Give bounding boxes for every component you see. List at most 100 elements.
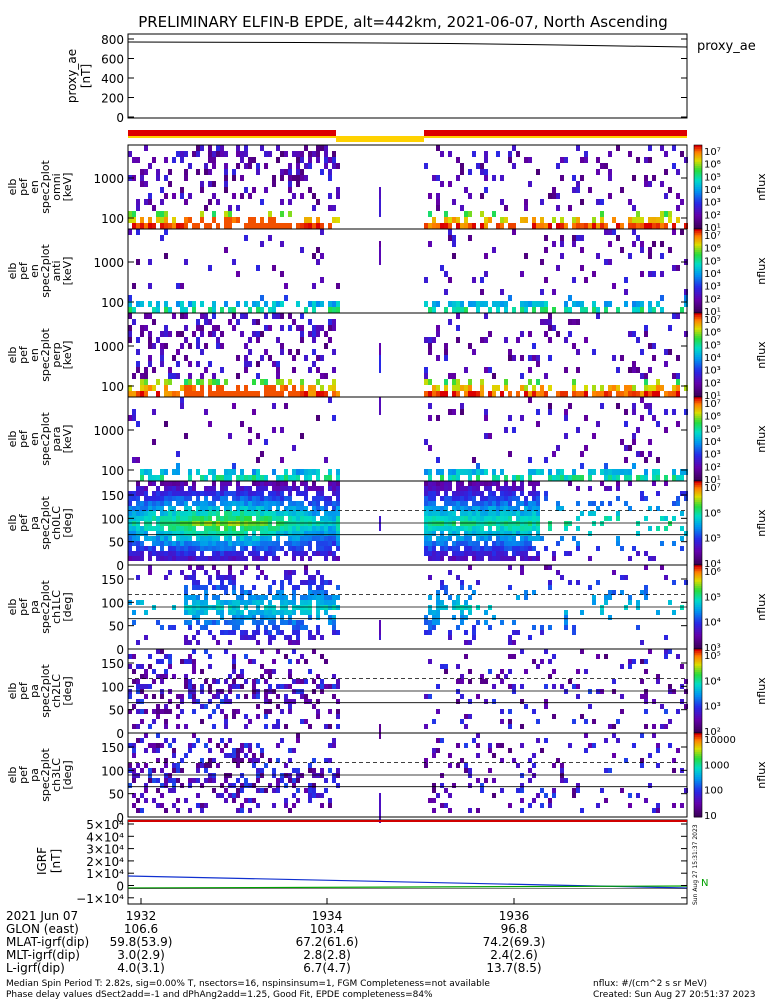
heatmap-cell — [448, 763, 452, 768]
heatmap-cell — [276, 526, 280, 531]
heatmap-cell — [272, 610, 276, 615]
heatmap-cell — [500, 679, 504, 684]
heatmap-cell — [324, 163, 328, 169]
colorbar-segment — [694, 579, 702, 583]
heatmap-cell — [536, 301, 540, 307]
heatmap-cell — [532, 709, 536, 714]
heatmap-cell — [424, 758, 428, 763]
heatmap-cell — [272, 181, 276, 187]
heatmap-cell — [448, 496, 452, 501]
heatmap-cell — [140, 385, 144, 391]
heatmap-cell — [300, 391, 304, 397]
heatmap-cell — [272, 689, 276, 694]
heatmap-cell — [204, 475, 208, 481]
heatmap-cell — [200, 301, 204, 307]
heatmap-cell — [276, 481, 280, 486]
heatmap-cell — [592, 600, 596, 605]
heatmap-cell — [488, 501, 492, 506]
heatmap-cell — [428, 486, 432, 491]
heatmap-cell — [604, 738, 608, 743]
heatmap-cell — [468, 385, 472, 391]
heatmap-cell — [668, 247, 672, 253]
heatmap-cell — [680, 605, 684, 610]
heatmap-cell — [140, 175, 144, 181]
heatmap-cell — [528, 457, 532, 463]
heatmap-cell — [152, 367, 156, 373]
heatmap-cell — [212, 307, 216, 313]
heatmap-cell — [136, 205, 140, 211]
heatmap-cell — [296, 181, 300, 187]
heatmap-cell — [576, 391, 580, 397]
heatmap-cell — [196, 469, 200, 475]
heatmap-cell — [320, 541, 324, 546]
colorbar-segment — [694, 569, 702, 572]
heatmap-cell — [212, 565, 216, 570]
colorbar-tick-label: 10⁵ — [704, 651, 721, 662]
colorbar-segment — [694, 751, 702, 755]
heatmap-cell — [260, 788, 264, 793]
heatmap-cell — [152, 481, 156, 486]
heatmap-cell — [520, 385, 524, 391]
heatmap-cell — [560, 778, 564, 783]
heatmap-cell — [196, 699, 200, 704]
heatmap-cell — [616, 223, 620, 229]
heatmap-cell — [460, 580, 464, 585]
heatmap-cell — [484, 511, 488, 516]
heatmap-cell — [568, 580, 572, 585]
heatmap-cell — [248, 659, 252, 664]
colorbar-segment — [694, 619, 702, 623]
heatmap-cell — [332, 516, 336, 521]
heatmap-cell — [308, 511, 312, 516]
heatmap-cell — [432, 788, 436, 793]
heatmap-cell — [188, 536, 192, 541]
heatmap-cell — [184, 798, 188, 803]
colorbar-segment — [694, 294, 702, 297]
heatmap-cell — [312, 788, 316, 793]
colorbar-segment — [694, 455, 702, 459]
heatmap-cell — [216, 600, 220, 605]
heatmap-cell — [312, 151, 316, 157]
panel-tick-label: 150 — [101, 489, 124, 503]
heatmap-cell — [224, 486, 228, 491]
colorbar-segment — [694, 615, 702, 618]
heatmap-cell — [460, 163, 464, 169]
heatmap-cell — [216, 151, 220, 157]
heatmap-cell — [648, 409, 652, 415]
colorbar-segment — [694, 411, 702, 415]
heatmap-cell — [228, 738, 232, 743]
colorbar-segment — [694, 640, 702, 644]
colorbar-tick-label: 10⁷ — [704, 231, 721, 242]
heatmap-cell — [528, 516, 532, 521]
heatmap-cell — [660, 704, 664, 709]
heatmap-cell — [192, 531, 196, 536]
heatmap-cell — [156, 743, 160, 748]
heatmap-cell — [296, 491, 300, 496]
heatmap-cell — [224, 301, 228, 307]
heatmap-cell — [196, 546, 200, 551]
heatmap-cell — [224, 679, 228, 684]
heatmap-cell — [332, 151, 336, 157]
heatmap-cell — [216, 385, 220, 391]
heatmap-cell — [252, 217, 256, 223]
heatmap-cell — [596, 546, 600, 551]
heatmap-cell — [524, 546, 528, 551]
heatmap-cell — [656, 743, 660, 748]
heatmap-cell — [628, 217, 632, 223]
heatmap-cell — [292, 175, 296, 181]
heatmap-cell — [676, 421, 680, 427]
heatmap-cell — [208, 773, 212, 778]
heatmap-cell — [444, 506, 448, 511]
heatmap-cell — [140, 541, 144, 546]
spectrogram-panel-3: 1000100elbpefenspec2plotpara[keV]10⁷10⁶1… — [6, 396, 768, 486]
heatmap-cell — [644, 181, 648, 187]
heatmap-cell — [152, 719, 156, 724]
heatmap-cell — [164, 385, 168, 391]
heatmap-cell — [288, 526, 292, 531]
heatmap-cell — [172, 217, 176, 223]
heatmap-cell — [468, 679, 472, 684]
heatmap-cell — [300, 694, 304, 699]
proxy-ae-tick-label: 200 — [101, 92, 124, 106]
heatmap-cell — [208, 605, 212, 610]
